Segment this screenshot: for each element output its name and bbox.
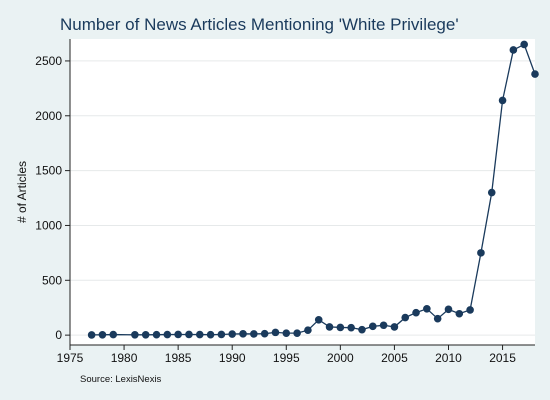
y-tick-label: 2500 [35, 54, 62, 68]
y-axis-label: # of Articles [15, 161, 29, 223]
data-point [520, 40, 528, 49]
y-tick-label: 1000 [35, 218, 62, 232]
data-point [368, 322, 377, 331]
x-tick-label: 1990 [219, 351, 246, 365]
x-tick-label: 2010 [435, 351, 462, 365]
data-point [358, 325, 366, 334]
data-point [304, 326, 312, 334]
data-point [423, 305, 431, 313]
data-point [174, 330, 182, 339]
data-point [141, 331, 150, 339]
data-point [336, 323, 345, 332]
x-tick-label: 1980 [111, 351, 138, 365]
chart-title: Number of News Articles Mentioning 'Whit… [60, 15, 459, 34]
x-tick-label: 1995 [273, 351, 300, 365]
axes: 0 500 1000 1500 2000 2500 1975 1980 1985 1990 1995… [35, 39, 535, 365]
data-point [314, 315, 323, 324]
data-point [185, 330, 193, 339]
data-point [509, 46, 518, 54]
data-point [239, 330, 247, 338]
data-point [293, 329, 301, 337]
data-point [98, 331, 107, 339]
plot-area [70, 39, 535, 345]
data-point [455, 309, 464, 318]
data-point [152, 330, 161, 339]
data-point [228, 330, 237, 338]
source-note: Source: LexisNexis [80, 374, 162, 385]
data-point [412, 308, 420, 317]
y-tick-label: 500 [42, 273, 62, 287]
data-point [401, 313, 410, 322]
data-point [87, 331, 96, 339]
x-tick-label: 2015 [489, 351, 516, 365]
series [87, 40, 539, 339]
x-tick-label: 2000 [327, 351, 354, 365]
data-point [347, 323, 355, 332]
data-point [206, 330, 215, 339]
data-point [390, 323, 399, 331]
data-point [433, 314, 442, 323]
data-point [217, 330, 226, 339]
data-point [271, 328, 280, 337]
data-point [487, 188, 496, 197]
y-tick-label: 0 [55, 328, 62, 342]
data-point [260, 329, 269, 338]
x-tick-label: 1975 [57, 351, 84, 365]
x-tick-label: 2005 [381, 351, 408, 365]
data-point [282, 329, 291, 337]
data-point [195, 330, 204, 339]
data-point [477, 249, 485, 257]
y-tick-label: 2000 [35, 109, 62, 123]
data-point [531, 70, 539, 78]
data-point [325, 323, 334, 331]
data-point [250, 330, 258, 338]
data-point [131, 331, 139, 339]
data-point [498, 96, 507, 105]
data-point [109, 330, 118, 339]
x-tick-label: 1985 [165, 351, 192, 365]
data-point [163, 330, 172, 339]
data-point [466, 306, 474, 314]
y-tick-label: 1500 [35, 164, 62, 178]
data-point [444, 305, 453, 314]
data-point [379, 321, 388, 330]
